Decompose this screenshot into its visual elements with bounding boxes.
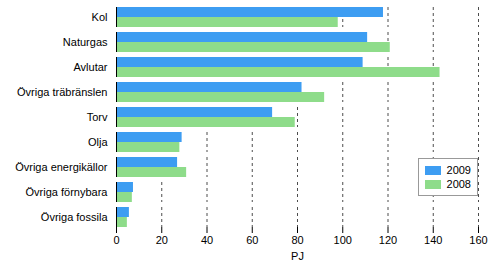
svg-text:80: 80 bbox=[291, 234, 303, 246]
svg-text:0: 0 bbox=[113, 234, 119, 246]
svg-text:Övriga förnybara: Övriga förnybara bbox=[26, 186, 109, 198]
svg-text:60: 60 bbox=[246, 234, 258, 246]
svg-text:40: 40 bbox=[201, 234, 213, 246]
html-text:2008: 2008 bbox=[446, 178, 471, 190]
svg-text:120: 120 bbox=[379, 234, 397, 246]
svg-text:Avlutar: Avlutar bbox=[73, 61, 107, 73]
svg-text:Kol: Kol bbox=[92, 11, 108, 23]
svg-text:Övriga energikällor: Övriga energikällor bbox=[15, 161, 108, 173]
svg-text:Naturgas: Naturgas bbox=[63, 36, 108, 48]
svg-text:140: 140 bbox=[424, 234, 442, 246]
svg-text:160: 160 bbox=[469, 234, 487, 246]
html-text:2009: 2009 bbox=[446, 164, 471, 176]
svg-text:100: 100 bbox=[334, 234, 352, 246]
svg-text:Övriga fossila: Övriga fossila bbox=[41, 211, 109, 223]
svg-text:Övriga träbränslen: Övriga träbränslen bbox=[17, 86, 108, 98]
svg-text:20: 20 bbox=[156, 234, 168, 246]
svg-text:Torv: Torv bbox=[87, 111, 108, 123]
svg-text:Olja: Olja bbox=[88, 136, 108, 148]
svg-text:PJ: PJ bbox=[291, 250, 304, 262]
